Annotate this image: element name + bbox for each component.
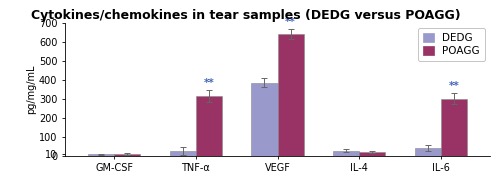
Text: **: **	[448, 81, 460, 91]
Text: Cytokines/chemokines in tear samples (DEDG versus POAGG): Cytokines/chemokines in tear samples (DE…	[31, 9, 460, 22]
Bar	[170, 151, 196, 156]
Y-axis label: pg/mg/mL: pg/mg/mL	[26, 65, 36, 114]
Bar	[333, 151, 359, 156]
Bar	[196, 96, 222, 156]
Bar	[278, 34, 303, 156]
Bar	[88, 154, 114, 156]
Text: **: **	[204, 78, 214, 88]
Text: **: **	[285, 17, 296, 27]
Bar	[252, 83, 278, 156]
Bar	[415, 148, 441, 156]
Bar	[359, 152, 386, 156]
Bar	[441, 99, 467, 156]
Legend: DEDG, POAGG: DEDG, POAGG	[418, 28, 485, 61]
Bar	[114, 154, 140, 156]
